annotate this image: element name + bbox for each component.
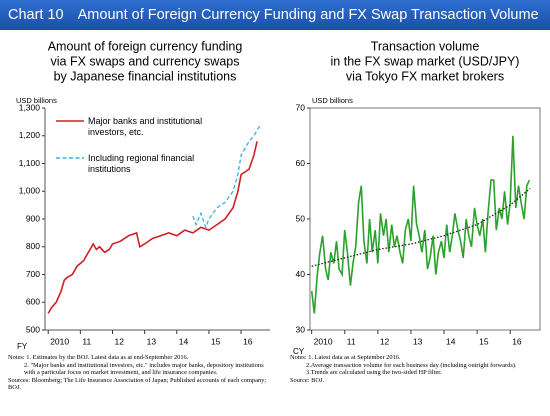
y-tick-label: 40 xyxy=(296,269,306,279)
legend-entry: Major banks and institutional investors,… xyxy=(88,116,203,137)
x-tick-label: 2010 xyxy=(314,336,333,346)
plot-frame xyxy=(309,107,541,331)
note: 2. "Major banks and institutional invest… xyxy=(24,361,264,377)
x-tick-label: 14 xyxy=(446,336,456,346)
chart-title: in the FX swap market (USD/JPY) xyxy=(331,54,520,68)
y-tick-label: 900 xyxy=(26,213,40,223)
series-line xyxy=(192,124,261,230)
chart-title: via Tokyo FX market brokers xyxy=(346,69,504,83)
chart-title: Transaction volume xyxy=(371,39,480,53)
y-tick-label: 1,000 xyxy=(19,186,41,196)
x-tick-label: 13 xyxy=(413,336,423,346)
y-tick-label: 30 xyxy=(296,324,306,334)
chart-title: Amount of foreign currency funding xyxy=(48,39,243,53)
x-tick-label: 13 xyxy=(147,336,157,346)
x-tick-label: 15 xyxy=(479,336,489,346)
series-line xyxy=(310,135,531,314)
header: Chart 10 Amount of Foreign Currency Fundi… xyxy=(0,0,550,30)
x-tick-label: 16 xyxy=(243,336,253,346)
y-tick-label: 1,100 xyxy=(19,158,41,168)
x-tick-label: 11 xyxy=(82,336,91,346)
y-tick-label: 700 xyxy=(26,269,40,279)
y-unit: USD billions xyxy=(16,96,57,105)
y-tick-label: 70 xyxy=(296,102,306,112)
note: Notes: 1. Latest data as at September 20… xyxy=(290,354,401,361)
note: Notes: 1. Estimates by the BOJ. Latest d… xyxy=(8,354,189,361)
note: Source: BOJ. xyxy=(290,376,325,384)
x-tick-label: 11 xyxy=(347,336,356,346)
x-tick-label: 12 xyxy=(380,336,390,346)
y-tick-label: 600 xyxy=(26,297,40,307)
x-tick-label: 15 xyxy=(211,336,221,346)
y-tick-label: 1,300 xyxy=(19,102,41,112)
chart-title: by Japanese financial institutions xyxy=(54,69,237,83)
y-tick-label: 500 xyxy=(26,324,40,334)
series-line xyxy=(47,141,258,314)
header-title: Amount of Foreign Currency Funding and F… xyxy=(77,7,539,23)
x-axis-label: FY xyxy=(17,342,28,351)
x-tick-label: 2010 xyxy=(50,336,69,346)
y-tick-label: 60 xyxy=(296,158,306,168)
note: 3.Trends are calculated using the two-si… xyxy=(306,369,442,377)
legend-entry: Including regional financial institution… xyxy=(88,153,195,174)
x-axis-label: CY xyxy=(293,347,305,356)
y-tick-label: 800 xyxy=(26,241,40,251)
notes-right: Notes: 1. Latest data as at September 20… xyxy=(290,354,545,384)
chart-title: via FX swaps and currency swaps xyxy=(51,54,240,68)
x-tick-label: 16 xyxy=(512,336,522,346)
note: 2.Average transaction volume for each bu… xyxy=(306,361,517,369)
series-line xyxy=(311,188,531,267)
chart-number: Chart 10 xyxy=(8,7,64,23)
x-tick-label: 14 xyxy=(179,336,189,346)
y-tick-label: 50 xyxy=(296,213,306,223)
y-tick-label: 1,200 xyxy=(19,130,41,140)
x-tick-label: 12 xyxy=(115,336,125,346)
note: Sources: Bloomberg; The Life Insurance A… xyxy=(8,376,267,392)
notes-left: Notes: 1. Estimates by the BOJ. Latest d… xyxy=(8,354,276,392)
y-unit: USD billions xyxy=(312,96,353,105)
